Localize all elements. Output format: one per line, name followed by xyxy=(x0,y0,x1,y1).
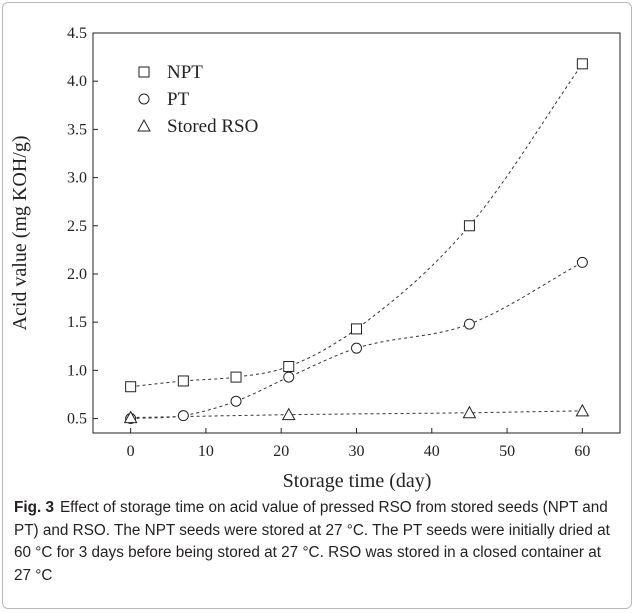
data-point-pt xyxy=(351,342,362,354)
data-point-pt xyxy=(230,395,242,407)
x-tick-label: 50 xyxy=(499,443,515,460)
chart-legend: NPT PT Stored RSO xyxy=(137,62,258,137)
x-tick-label: 10 xyxy=(198,443,214,460)
y-tick-label: 3.0 xyxy=(67,170,87,187)
data-point-stored-rso xyxy=(281,407,296,421)
data-point-npt xyxy=(576,58,588,70)
x-tick-label: 40 xyxy=(424,443,440,460)
data-point-npt xyxy=(177,375,189,387)
legend-label-stored-rso: Stored RSO xyxy=(167,116,258,137)
legend-label-npt: NPT xyxy=(167,62,203,83)
legend-label-pt: PT xyxy=(167,89,190,110)
legend-marker-stored-rso xyxy=(137,118,151,132)
y-tick-label: 1.0 xyxy=(67,362,87,379)
y-tick-label: 4.5 xyxy=(67,25,87,42)
data-point-stored-rso xyxy=(575,403,590,417)
data-point-npt xyxy=(463,220,475,232)
data-point-stored-rso xyxy=(462,405,477,419)
fit-curve-pt xyxy=(130,261,583,419)
data-point-pt xyxy=(283,371,295,383)
y-tick-label: 2.0 xyxy=(67,266,87,283)
data-point-pt xyxy=(177,410,189,422)
data-point-npt xyxy=(283,360,295,372)
x-tick-label: 0 xyxy=(127,443,135,460)
caption-text: Effect of storage time on acid value of … xyxy=(14,499,610,584)
figure-label: Fig. 3 xyxy=(14,499,54,516)
data-point-npt xyxy=(351,323,362,335)
x-axis-title: Storage time (day) xyxy=(283,470,432,492)
y-tick-label: 2.5 xyxy=(67,218,87,235)
x-tick-label: 30 xyxy=(349,443,365,460)
data-point-pt xyxy=(576,256,588,268)
fit-curve-npt xyxy=(130,63,583,388)
y-tick-label: 4.0 xyxy=(67,73,87,90)
data-point-pt xyxy=(463,318,475,330)
y-tick-label: 0.5 xyxy=(67,411,87,428)
x-tick-label: 60 xyxy=(574,443,590,460)
data-point-npt xyxy=(230,371,242,383)
x-tick-label: 20 xyxy=(273,443,289,460)
acid-value-chart: 0 10 20 30 40 50 60 0.5 1.0 1.5 2.0 2.5 3.0 3.5 4.0 4.5… xyxy=(9,25,621,492)
data-point-stored-rso xyxy=(123,410,138,424)
figure-caption: Fig. 3 Effect of storage time on acid val… xyxy=(14,497,619,587)
data-markers xyxy=(123,58,590,425)
chart-ticks: 0 10 20 30 40 50 60 0.5 1.0 1.5 2.0 2.5 3.0 3.5 4.0 4.5 xyxy=(67,25,590,460)
data-point-npt xyxy=(125,381,137,393)
legend-marker-pt xyxy=(138,93,150,105)
fit-curves xyxy=(130,63,583,419)
fit-curve-stored-rso xyxy=(130,410,583,419)
y-tick-label: 3.5 xyxy=(67,121,87,138)
legend-marker-npt xyxy=(138,66,150,78)
y-axis-title: Acid value (mg KOH/g) xyxy=(9,136,31,331)
y-tick-label: 1.5 xyxy=(67,314,87,331)
